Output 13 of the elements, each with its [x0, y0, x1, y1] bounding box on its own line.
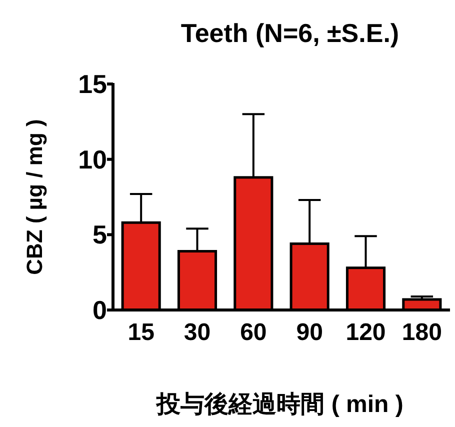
- x-tick-label: 90: [296, 319, 323, 346]
- y-tick-label: 0: [92, 295, 107, 325]
- x-tick-label: 180: [402, 319, 442, 346]
- x-tick-label: 30: [184, 319, 211, 346]
- x-axis-title: 投与後経過時間 ( min ): [156, 391, 404, 418]
- x-tick-label: 60: [240, 319, 267, 346]
- x-tick-label: 15: [128, 319, 154, 346]
- x-tick-label: 120: [346, 319, 386, 346]
- y-tick-label: 5: [92, 220, 107, 250]
- chart-title: Teeth (N=6, ±S.E.): [180, 18, 400, 48]
- y-tick-label: 10: [78, 144, 107, 174]
- y-axis-title: CBZ ( µg / mg ): [22, 119, 47, 275]
- y-tick-label: 15: [78, 69, 107, 99]
